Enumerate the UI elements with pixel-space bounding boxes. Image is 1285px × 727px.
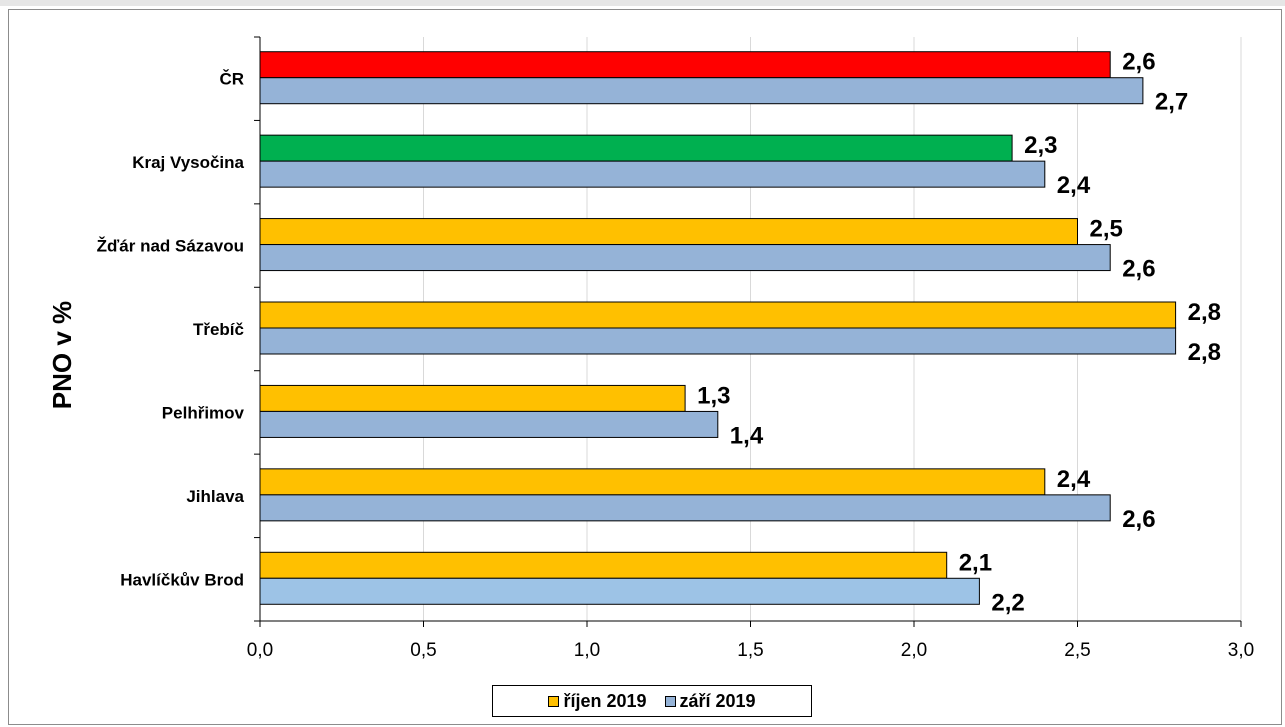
data-label: 2,6 (1122, 49, 1155, 76)
bar-sep (259, 494, 1111, 522)
category-label: Žďár nad Sázavou (97, 237, 244, 256)
legend-swatch-sep (664, 695, 676, 707)
x-tick-label: 3,0 (1228, 640, 1254, 661)
data-label: 2,8 (1188, 299, 1221, 326)
bar-oct (259, 301, 1177, 329)
y-axis-title: PNO v % (47, 301, 77, 409)
bar-oct (259, 384, 686, 412)
bar-sep (259, 77, 1144, 105)
bar-oct (259, 468, 1046, 496)
data-label: 2,6 (1122, 506, 1155, 533)
bars (259, 51, 1177, 605)
data-label: 2,4 (1057, 466, 1091, 493)
chart-frame (8, 9, 1282, 725)
data-label: 2,3 (1024, 132, 1057, 159)
data-label: 1,4 (730, 422, 764, 449)
category-label: Jihlava (186, 487, 244, 506)
bar-sep (259, 577, 980, 605)
x-tick-label: 0,5 (410, 640, 436, 661)
bar-oct (259, 134, 1013, 162)
category-label: Třebíč (193, 320, 244, 339)
data-label: 2,2 (991, 589, 1024, 616)
data-label: 2,1 (959, 549, 992, 576)
data-label: 2,4 (1057, 172, 1091, 199)
data-label: 1,3 (697, 382, 730, 409)
bar-oct (259, 218, 1078, 246)
category-label: Pelhřimov (162, 403, 245, 422)
data-label: 2,7 (1155, 89, 1188, 116)
x-tick-label: 1,5 (737, 640, 763, 661)
x-tick-label: 0,0 (247, 640, 273, 661)
data-label: 2,6 (1122, 256, 1155, 283)
legend-entry-sep: září 2019 (664, 690, 756, 712)
legend-label-oct: říjen 2019 (563, 690, 647, 711)
legend-entry-oct: říjen 2019 (548, 690, 647, 712)
bar-oct (259, 551, 948, 579)
bar-sep (259, 160, 1046, 188)
category-label: Kraj Vysočina (132, 153, 244, 172)
top-strip (0, 0, 1285, 6)
x-tick-label: 2,5 (1064, 640, 1090, 661)
legend-swatch-oct (548, 695, 560, 707)
axes (254, 36, 1242, 627)
category-label: ČR (219, 70, 244, 89)
data-label: 2,5 (1090, 216, 1123, 243)
x-tick-label: 2,0 (901, 640, 927, 661)
data-label: 2,8 (1188, 339, 1221, 366)
category-label: Havlíčkův Brod (120, 570, 244, 589)
bar-sep (259, 410, 719, 438)
legend-label-sep: září 2019 (679, 690, 756, 711)
bar-sep (259, 327, 1177, 355)
bar-sep (259, 244, 1111, 272)
bar-oct (259, 51, 1111, 79)
x-tick-label: 1,0 (574, 640, 600, 661)
legend: říjen 2019 září 2019 (492, 685, 812, 717)
